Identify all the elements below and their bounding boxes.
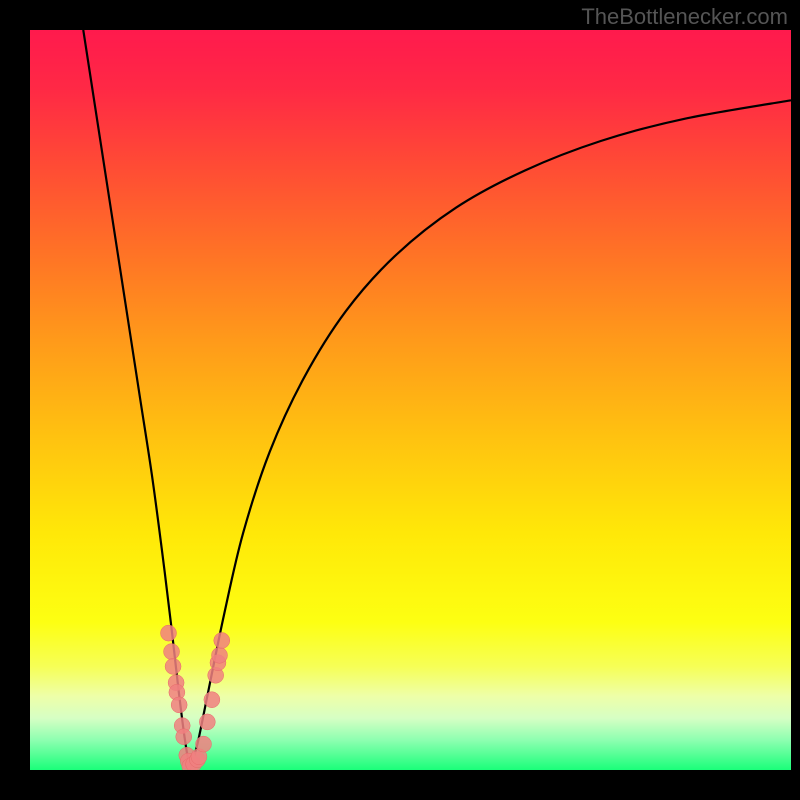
- curves-layer: [30, 30, 791, 770]
- plot-area: [30, 30, 791, 770]
- data-marker: [171, 697, 187, 713]
- data-marker: [165, 658, 181, 674]
- data-marker: [211, 647, 227, 663]
- data-marker: [214, 633, 230, 649]
- curve-right: [190, 100, 791, 770]
- data-marker: [199, 714, 215, 730]
- data-marker: [161, 625, 177, 641]
- data-marker: [164, 644, 180, 660]
- watermark-text: TheBottlenecker.com: [581, 4, 788, 30]
- data-marker: [196, 736, 212, 752]
- data-marker: [204, 692, 220, 708]
- data-marker: [176, 729, 192, 745]
- chart-container: TheBottlenecker.com: [0, 0, 800, 800]
